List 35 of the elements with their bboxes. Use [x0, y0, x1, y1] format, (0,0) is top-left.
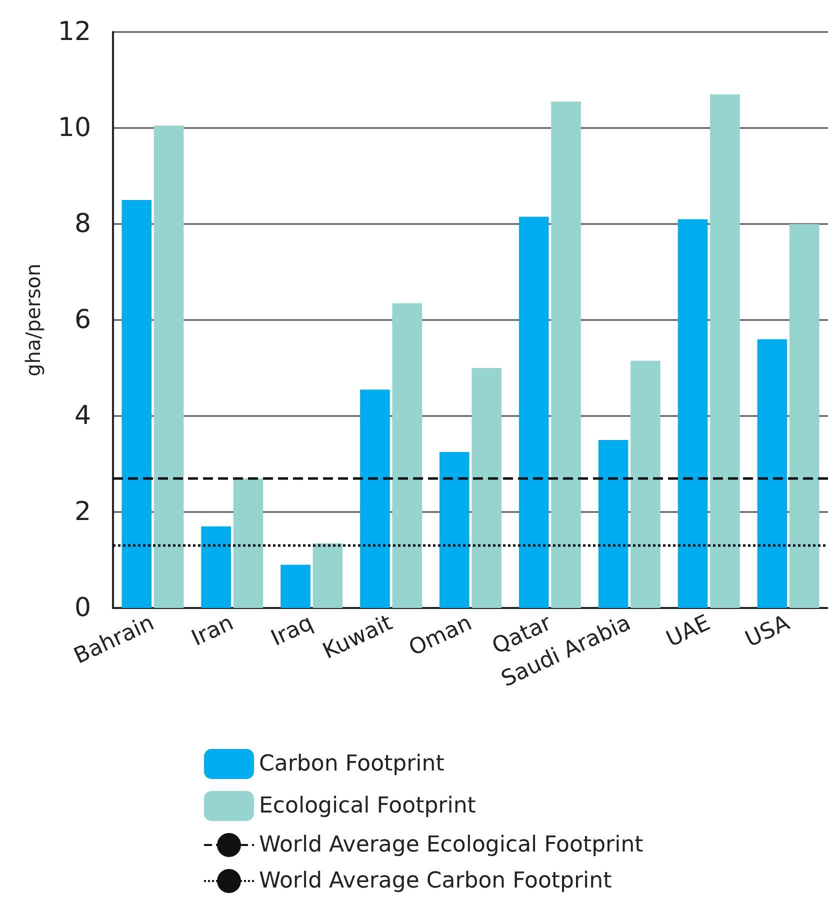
y-tick-label: 8: [74, 209, 91, 239]
bar: [154, 126, 184, 608]
bar: [789, 224, 820, 608]
y-axis-title: gha/person: [21, 264, 45, 376]
x-tick-label: Iraq: [267, 610, 317, 652]
bar: [440, 452, 470, 608]
bar: [392, 303, 422, 608]
bar: [233, 478, 264, 608]
y-tick-label: 10: [58, 113, 91, 143]
y-tick-label: 12: [58, 17, 91, 47]
bar: [757, 339, 788, 608]
bar: [630, 360, 660, 608]
bar: [678, 219, 708, 608]
x-tick-label: USA: [742, 610, 794, 653]
y-tick-label: 0: [74, 593, 91, 623]
bar: [360, 390, 390, 608]
bar: [518, 216, 549, 608]
y-tick-label: 6: [74, 305, 91, 335]
bar: [122, 200, 152, 608]
legend-label: World Average Carbon Footprint: [259, 868, 612, 894]
bar: [598, 440, 628, 608]
bar: [551, 102, 581, 608]
y-tick-label: 4: [74, 401, 91, 431]
y-tick-label: 2: [74, 497, 91, 527]
x-tick-label: Oman: [405, 610, 476, 662]
legend-label: Ecological Footprint: [259, 794, 476, 818]
bar: [472, 368, 502, 608]
bar: [280, 564, 310, 608]
bar: [710, 94, 740, 608]
bar: [201, 526, 231, 608]
x-tick-label: Iran: [188, 610, 238, 652]
bar: [312, 543, 343, 608]
legend-label: Carbon Footprint: [259, 752, 445, 776]
x-tick-label: UAE: [662, 610, 714, 652]
legend-label: World Average Ecological Footprint: [259, 832, 644, 858]
